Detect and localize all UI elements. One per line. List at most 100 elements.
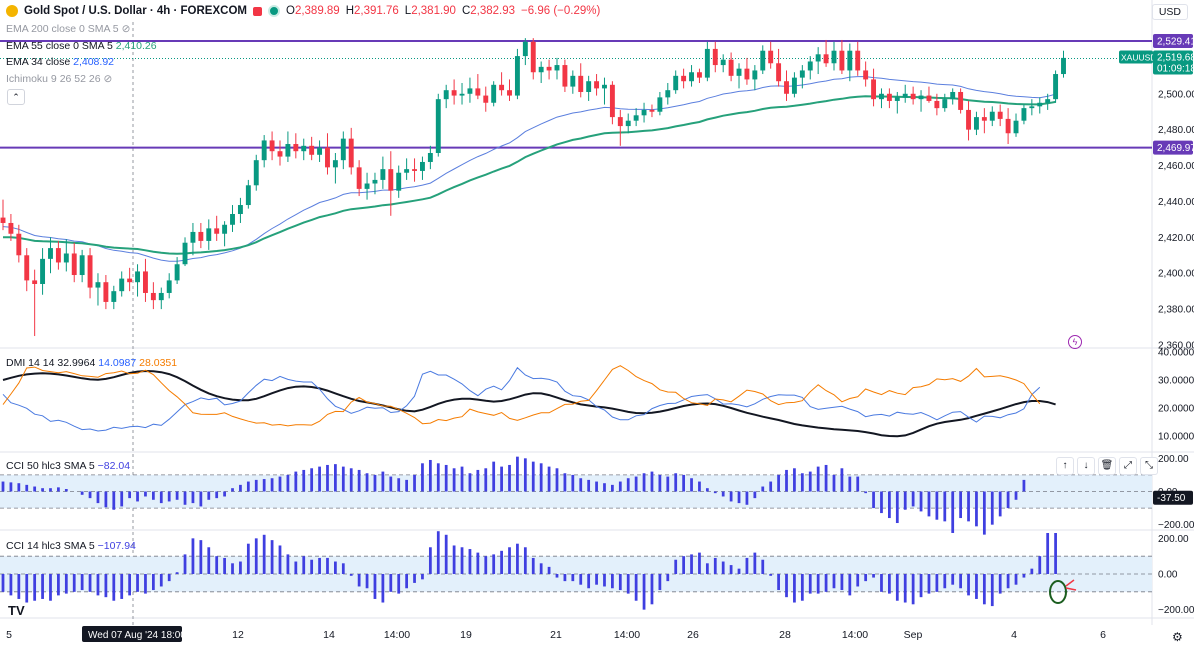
candle-body bbox=[364, 183, 370, 189]
move-up-icon[interactable]: ↑ bbox=[1056, 457, 1074, 475]
candle bbox=[950, 88, 956, 105]
candle-body bbox=[388, 169, 394, 191]
lower-level-tag-bg bbox=[1153, 140, 1193, 155]
candle bbox=[222, 221, 228, 247]
candle bbox=[1061, 50, 1066, 78]
candle bbox=[681, 68, 687, 89]
dmi-legend[interactable]: DMI 14 14 32.9964 14.0987 28.0351 bbox=[6, 357, 178, 369]
candle bbox=[301, 138, 307, 161]
candle bbox=[317, 140, 323, 162]
candle-body bbox=[127, 278, 133, 283]
candle-body bbox=[942, 99, 948, 109]
candle bbox=[981, 108, 987, 134]
price-tick-label: 2,380.00 bbox=[1158, 305, 1194, 316]
candle-body bbox=[863, 70, 869, 80]
candle bbox=[704, 41, 710, 82]
ema34-legend[interactable]: EMA 34 close 2,408.92 bbox=[6, 56, 114, 68]
candle-body bbox=[712, 48, 718, 66]
price-tick-label: 2,440.00 bbox=[1158, 197, 1194, 208]
hidden-eye-icon[interactable]: ⊘ bbox=[103, 73, 113, 85]
candle-body bbox=[32, 280, 38, 284]
candle-body bbox=[744, 68, 750, 80]
ichimoku-legend[interactable]: Ichimoku 9 26 52 26 ⊘ bbox=[6, 73, 113, 85]
candle bbox=[309, 136, 315, 161]
candle-body bbox=[1061, 57, 1066, 75]
ema200-legend[interactable]: EMA 200 close 0 SMA 5 ⊘ bbox=[6, 23, 131, 35]
ema-line bbox=[2, 95, 1056, 255]
collapse-pane-icon[interactable]: ⤡ bbox=[1140, 457, 1158, 475]
candle bbox=[230, 205, 235, 232]
maximize-pane-icon[interactable]: ⤢ bbox=[1119, 457, 1137, 475]
upper-level-tag: 2,529.41 bbox=[1153, 34, 1194, 49]
candle bbox=[752, 65, 758, 91]
candle bbox=[63, 239, 69, 272]
candle bbox=[1005, 108, 1011, 145]
candle-body bbox=[79, 255, 85, 276]
candle-body bbox=[562, 65, 568, 87]
candle bbox=[150, 282, 156, 310]
symbol-legend: Gold Spot / U.S. Dollar · 4h · FOREXCOM … bbox=[6, 0, 600, 22]
candle-body bbox=[902, 93, 908, 98]
lightning-icon[interactable]: ϟ bbox=[1068, 335, 1082, 349]
candle bbox=[720, 54, 726, 73]
cci50-legend[interactable]: CCI 50 hlc3 SMA 5 −82.04 bbox=[6, 460, 131, 472]
symbol-title[interactable]: Gold Spot / U.S. Dollar · 4h · FOREXCOM bbox=[24, 5, 247, 17]
tradingview-logo-icon[interactable]: TV bbox=[8, 603, 25, 618]
candle-body bbox=[934, 100, 940, 109]
candle-body bbox=[586, 81, 592, 92]
candle-body bbox=[277, 151, 283, 157]
candle bbox=[934, 93, 940, 116]
candle bbox=[507, 79, 512, 101]
candle-body bbox=[879, 93, 884, 100]
candle bbox=[997, 104, 1003, 127]
candle-body bbox=[467, 88, 473, 94]
candle bbox=[617, 109, 623, 146]
candle-body bbox=[396, 172, 402, 191]
market-status-icon[interactable] bbox=[252, 6, 262, 16]
candle bbox=[1021, 104, 1027, 125]
candle-body bbox=[1005, 118, 1011, 134]
move-down-icon[interactable]: ↓ bbox=[1077, 457, 1095, 475]
candle bbox=[522, 38, 528, 66]
candle bbox=[119, 271, 125, 297]
upper-level-tag-bg bbox=[1153, 34, 1193, 49]
cci50-pane bbox=[0, 456, 1152, 535]
candle-body bbox=[95, 282, 101, 288]
candle bbox=[823, 39, 829, 67]
hidden-eye-icon[interactable]: ⊘ bbox=[121, 23, 131, 35]
ohlc-low: L2,381.90 bbox=[404, 5, 456, 17]
dmi-tick-label: 20.0000 bbox=[1158, 404, 1194, 415]
candle-body bbox=[340, 138, 346, 161]
candle bbox=[902, 84, 908, 103]
candle-body bbox=[966, 109, 971, 130]
ema55-legend[interactable]: EMA 55 close 0 SMA 5 2,410.26 bbox=[6, 40, 157, 52]
candle bbox=[554, 57, 560, 80]
dmi-line bbox=[2, 366, 1041, 432]
candle bbox=[8, 214, 14, 241]
cci50-tag-text: -37.50 bbox=[1157, 493, 1186, 504]
candle-body bbox=[412, 169, 417, 171]
candle bbox=[419, 156, 425, 180]
candle-body bbox=[752, 70, 758, 80]
candle-body bbox=[807, 61, 813, 71]
candle bbox=[103, 275, 109, 310]
collapse-legend-icon[interactable]: ⌃ bbox=[7, 89, 25, 105]
dmi-line bbox=[2, 369, 1056, 438]
candle bbox=[380, 156, 386, 189]
candle-body bbox=[649, 109, 655, 112]
candle-body bbox=[166, 280, 172, 293]
cci14-legend[interactable]: CCI 14 hlc3 SMA 5 −107.94 bbox=[6, 540, 136, 552]
candle-body bbox=[198, 231, 204, 241]
candle-body bbox=[910, 93, 916, 100]
candle-body bbox=[150, 292, 156, 301]
candle-body bbox=[997, 111, 1003, 119]
delete-pane-icon[interactable]: 🗑 bbox=[1098, 457, 1116, 475]
candle bbox=[649, 104, 655, 118]
currency-button[interactable]: USD bbox=[1151, 4, 1188, 20]
highlight-ellipse bbox=[1049, 580, 1067, 604]
candle bbox=[1029, 99, 1035, 116]
settings-gear-icon[interactable]: ⚙ bbox=[1172, 630, 1183, 644]
candle-body bbox=[1053, 74, 1059, 100]
